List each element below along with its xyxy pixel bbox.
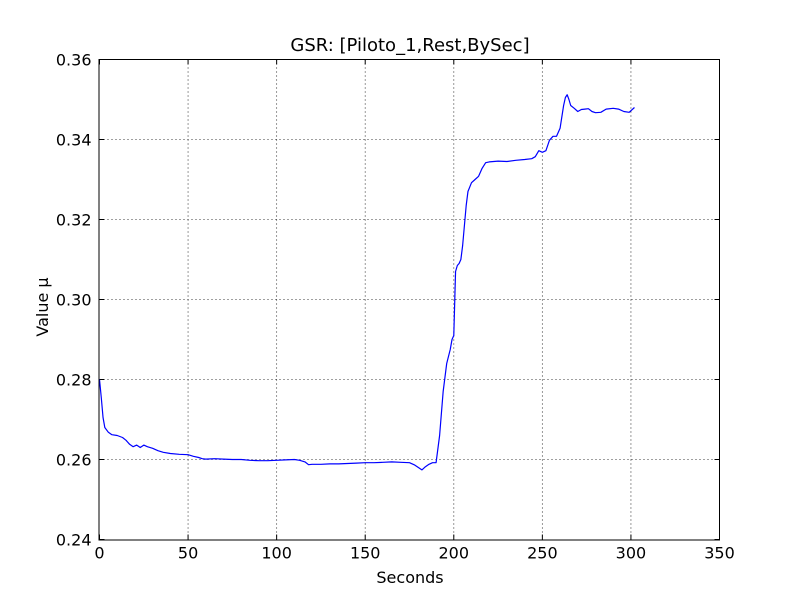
x-tick-label: 300 [616,544,647,563]
x-tick-label: 0 [94,544,104,563]
x-tick-label: 350 [704,544,735,563]
y-tick-label: 0.34 [56,131,92,150]
plot-frame [98,59,720,541]
y-tick-label: 0.26 [56,451,92,470]
x-tick-label: 100 [261,544,292,563]
y-tick-label: 0.32 [56,211,92,230]
tick-layer: 0 50 100 150 200 250 300 350 0.24 0.26 0.28 0.30 0.3… [56,51,735,563]
y-tick-label: 0.30 [56,291,92,310]
y-tick-label: 0.28 [56,371,92,390]
x-tick-label: 150 [350,544,381,563]
y-axis-title: Value µ [33,277,52,336]
series-layer [98,94,635,471]
x-axis-title: Seconds [376,568,443,587]
x-tick-label: 200 [439,544,470,563]
series-line [98,94,635,471]
x-tick-label: 50 [178,544,198,563]
chart-title: GSR: [Piloto_1,Rest,BySec] [290,35,529,56]
y-tick-label: 0.36 [56,51,92,70]
x-tick-label: 250 [527,544,558,563]
grid-layer [99,59,720,540]
y-tick-label: 0.24 [56,531,92,550]
